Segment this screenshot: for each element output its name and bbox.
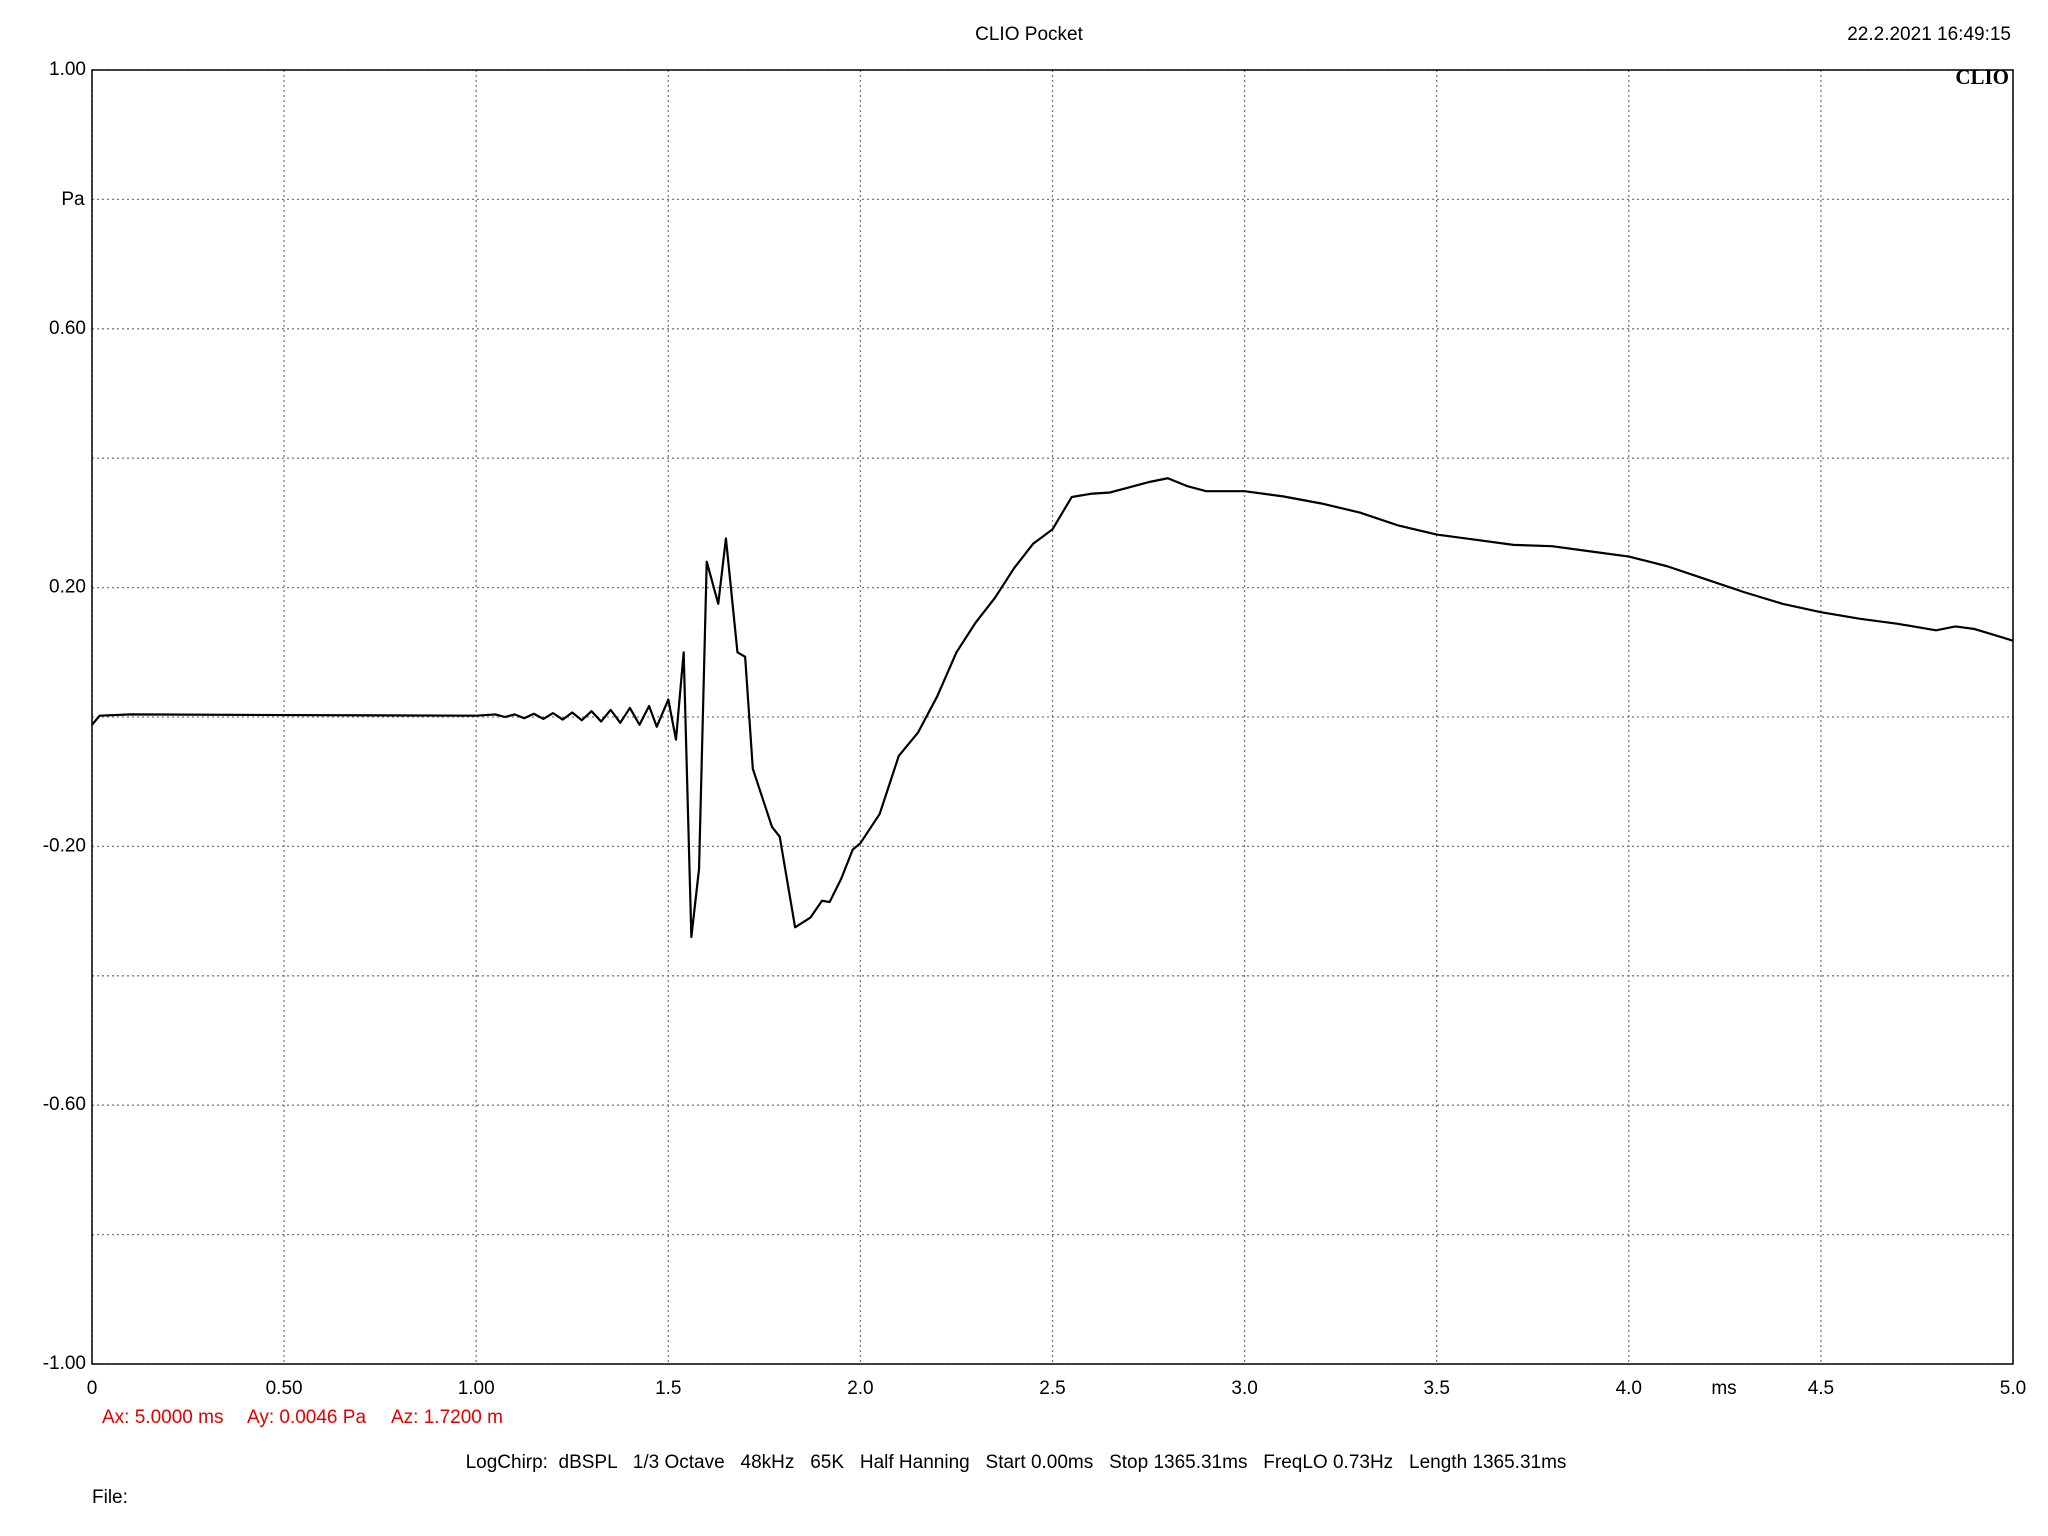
timestamp: 22.2.2021 16:49:15 (1847, 24, 2011, 45)
data-line (91, 477, 2014, 939)
logo: CLIO (1955, 65, 2009, 89)
x-tick-label: 3.0 (1231, 1378, 1257, 1399)
cursor-z: Az: 1.7200 m (391, 1407, 503, 1428)
chart-title: CLIO Pocket (975, 24, 1083, 45)
y-tick-label: -1.00 (43, 1353, 86, 1374)
x-tick-label: 1.00 (458, 1378, 495, 1399)
x-tick-label: 2.0 (847, 1378, 873, 1399)
x-tick-label: 3.5 (1423, 1378, 1449, 1399)
x-tick-label: 0 (87, 1378, 98, 1399)
y-tick-label: 0.20 (49, 577, 86, 598)
x-tick-label: 4.5 (1808, 1378, 1834, 1399)
y-tick-label: -0.60 (43, 1094, 86, 1115)
x-tick-label: 2.5 (1039, 1378, 1065, 1399)
x-tick-label: 4.0 (1616, 1378, 1642, 1399)
cursor-x: Ax: 5.0000 ms (102, 1407, 223, 1428)
settings: LogChirp: dBSPL 1/3 Octave 48kHz 65K Hal… (466, 1452, 1567, 1473)
y-tick-label: 0.60 (49, 318, 86, 339)
cursor-y: Ay: 0.0046 Pa (247, 1407, 366, 1428)
y-tick-label: 1.00 (49, 59, 86, 80)
plot-frame (91, 69, 2014, 1365)
file-label: File: (92, 1487, 128, 1508)
y-unit: Pa (61, 189, 85, 210)
x-unit: ms (1711, 1378, 1736, 1399)
x-tick-label: 0.50 (266, 1378, 303, 1399)
y-tick-label: -0.20 (43, 835, 86, 856)
x-tick-label: 5.0 (2000, 1378, 2026, 1399)
x-tick-label: 1.5 (655, 1378, 681, 1399)
